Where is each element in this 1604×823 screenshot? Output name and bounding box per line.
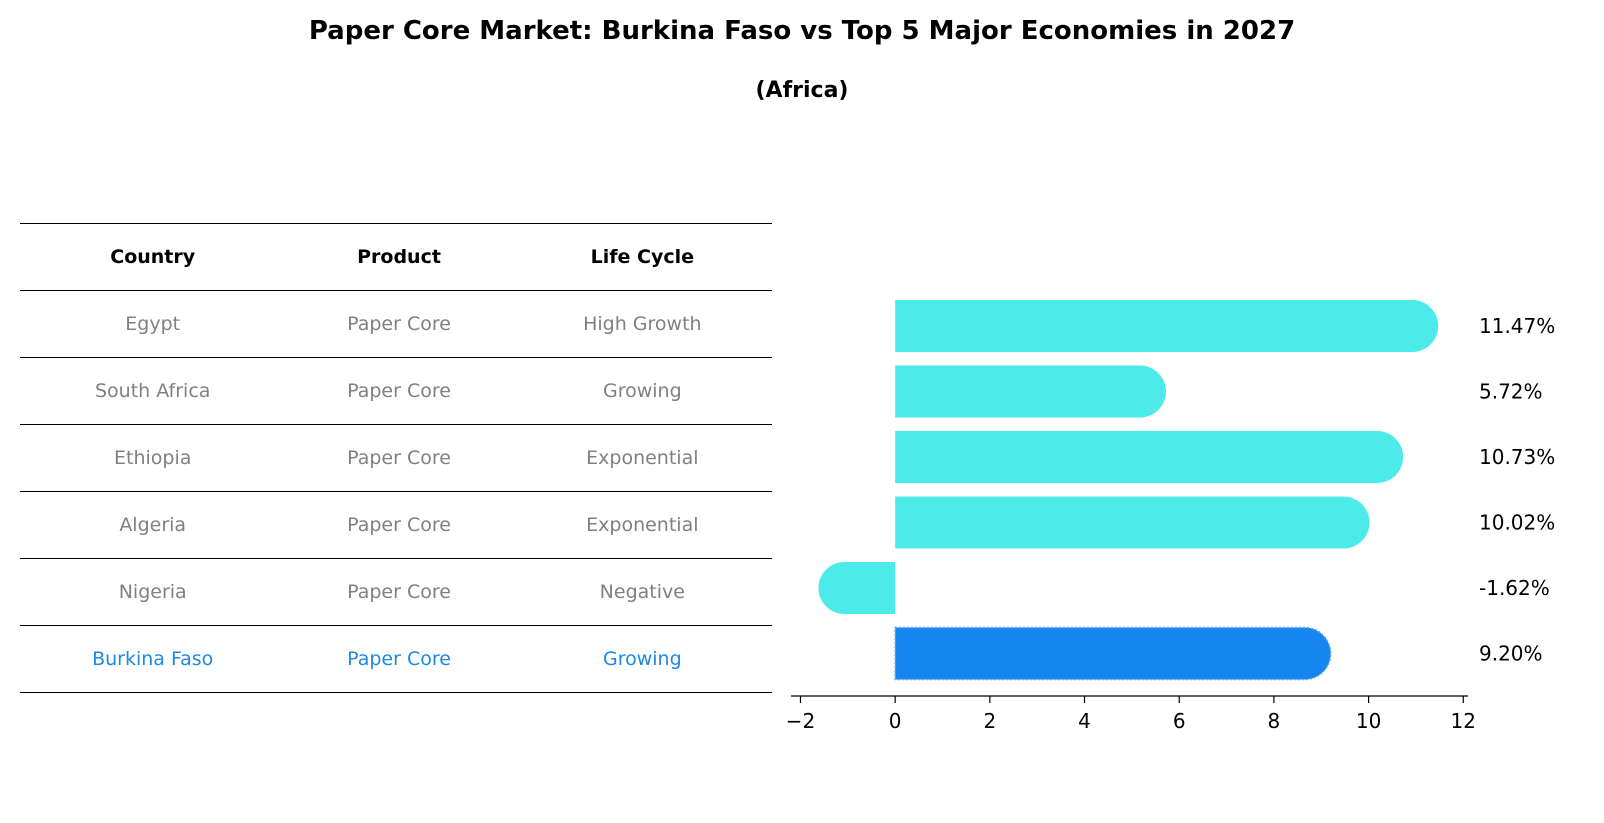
bar-value-label: 11.47% [1479,314,1555,338]
country-cell: Egypt [20,290,286,358]
product-cell: Paper Core [285,357,513,425]
country-cell: South Africa [20,357,286,425]
table-row: Ethiopia Paper Core Exponential [20,424,772,492]
x-tick-label: 0 [889,709,902,733]
chart-title: Paper Core Market: Burkina Faso vs Top 5… [308,16,1296,46]
product-cell: Paper Core [285,424,513,492]
country-cell: Nigeria [20,558,286,626]
bar [895,496,1370,549]
bar-value-label: 10.73% [1479,445,1555,469]
life-cycle-cell: Growing [512,357,772,425]
x-tick-label: 6 [1173,709,1186,733]
life-cycle-cell: High Growth [512,290,772,358]
x-tick-label: 10 [1356,709,1381,733]
product-cell: Paper Core [285,558,513,626]
table-row: South Africa Paper Core Growing [20,357,772,425]
table-row: Algeria Paper Core Exponential [20,491,772,559]
chart-subtitle: (Africa) [755,78,849,103]
country-cell: Burkina Faso [20,625,286,693]
column-header-product: Product [285,223,513,291]
x-tick-label: 8 [1268,709,1281,733]
bar-highlighted [894,626,1332,681]
column-header-life-cycle: Life Cycle [512,223,772,291]
bar-value-label: 5.72% [1479,380,1543,404]
table-row: Egypt Paper Core High Growth [20,290,772,358]
life-cycle-cell: Exponential [512,424,772,492]
table-header-row: Country Product Life Cycle [20,223,772,291]
life-cycle-cell: Negative [512,558,772,626]
x-tick-label: −2 [786,709,815,733]
table-row-highlighted: Burkina Faso Paper Core Growing [20,625,772,693]
country-cell: Algeria [20,491,286,559]
product-cell: Paper Core [285,625,513,693]
country-cell: Ethiopia [20,424,286,492]
comparison-table: Country Product Life Cycle Egypt Paper C… [20,223,772,693]
x-tick-label: 2 [983,709,996,733]
bar [895,365,1166,418]
life-cycle-cell: Growing [512,625,772,693]
x-tick-label: 4 [1078,709,1091,733]
bar-value-label: -1.62% [1479,576,1550,600]
bar-value-label: 10.02% [1479,511,1555,535]
bar [895,431,1404,483]
product-cell: Paper Core [285,491,513,559]
life-cycle-cell: Exponential [512,491,772,559]
bar [818,562,896,614]
column-header-country: Country [20,223,286,291]
bar-value-label: 9.20% [1479,642,1543,666]
product-cell: Paper Core [285,290,513,358]
table-row: Nigeria Paper Core Negative [20,558,772,626]
x-tick-label: 12 [1451,709,1476,733]
bar [895,300,1439,352]
